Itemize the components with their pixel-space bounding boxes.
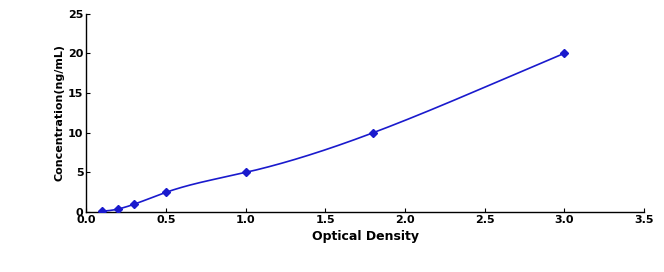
X-axis label: Optical Density: Optical Density	[311, 230, 419, 243]
Y-axis label: Concentration(ng/mL): Concentration(ng/mL)	[54, 44, 64, 181]
